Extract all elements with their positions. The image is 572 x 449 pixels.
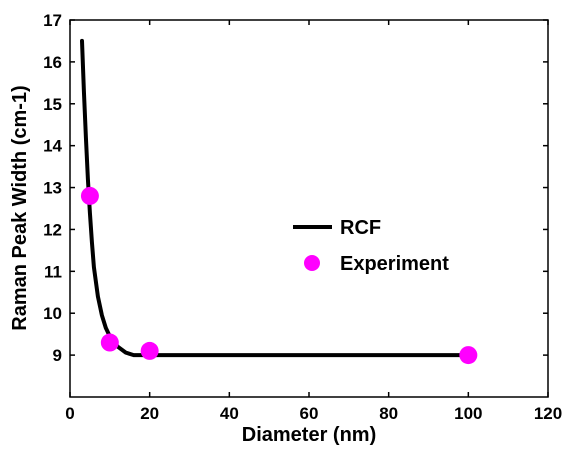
legend-marker-experiment [304,255,320,271]
series-line-rcf [80,38,471,358]
x-tick-label: 100 [454,404,482,423]
legend-label-rcf: RCF [340,217,381,239]
x-tick-label: 20 [140,404,159,423]
x-axis-label: Diameter (nm) [242,424,376,446]
x-tick-label: 120 [534,404,562,423]
y-tick-label: 12 [43,220,62,239]
x-tick-label: 80 [379,404,398,423]
plot-frame [69,19,549,398]
data-point-experiment [140,341,159,360]
x-tick-labels: 0 20 40 60 80 100 120 [65,404,562,423]
x-tick-label: 0 [65,404,74,423]
data-point-experiment [459,346,478,365]
y-tick-label: 17 [43,11,62,30]
y-axis-label: Raman Peak Width (cm-1) [9,85,31,330]
y-tick-label: 13 [43,179,62,198]
series-points [80,186,478,365]
legend: RCF Experiment [293,217,449,275]
x-tick-label: 40 [220,404,239,423]
legend-label-experiment: Experiment [340,253,449,275]
y-tick-label: 16 [43,53,62,72]
y-tick-label: 15 [43,95,62,114]
y-tick-label: 10 [43,304,62,323]
data-point-experiment [80,186,99,205]
y-tick-label: 14 [43,137,62,156]
axis-ticks [69,19,549,397]
y-tick-labels: 9 10 11 12 13 14 15 16 17 [43,11,62,365]
y-tick-label: 11 [44,262,62,281]
y-tick-label: 9 [53,346,62,365]
data-point-experiment [100,333,119,352]
series-lines [80,38,471,358]
x-tick-label: 60 [300,404,319,423]
